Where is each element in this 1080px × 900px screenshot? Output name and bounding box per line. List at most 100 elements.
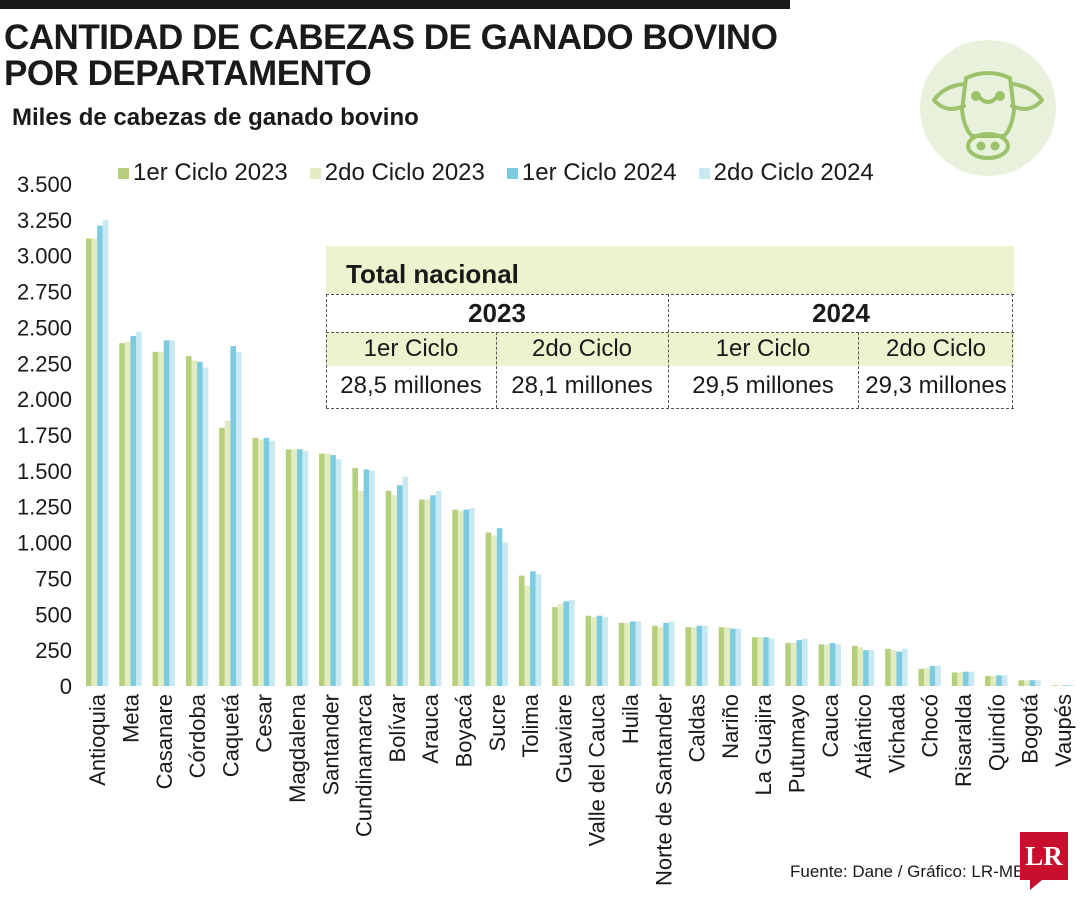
table-divider: [326, 332, 1014, 333]
bar: [269, 440, 275, 686]
bar: [624, 622, 630, 686]
bar: [924, 668, 930, 686]
x-tick-label: Atlántico: [851, 694, 876, 778]
total-value: 29,3 millones: [865, 372, 1007, 399]
x-tick-label: Caldas: [685, 694, 710, 762]
total-value: 28,5 millones: [340, 372, 482, 399]
x-tick-label: Valle del Cauca: [585, 693, 610, 846]
x-tick-label: Bogotá: [1018, 693, 1043, 763]
bar: [757, 637, 764, 686]
bar: [197, 361, 203, 686]
bar: [663, 622, 669, 686]
x-tick-label: Cundinamarca: [352, 693, 377, 837]
legend-swatch: [698, 167, 710, 179]
bar: [657, 627, 664, 686]
legend-item: 2do Ciclo 2024: [698, 158, 874, 188]
bar: [935, 665, 941, 686]
year-2024-header: 2024: [812, 298, 870, 328]
legend-swatch: [309, 167, 321, 179]
x-tick-label: Norte de Santander: [651, 694, 676, 886]
bar: [829, 642, 836, 686]
bar: [985, 675, 991, 686]
x-tick-label: Vaupés: [1051, 694, 1076, 767]
bar: [618, 622, 625, 686]
bar: [191, 360, 198, 686]
bar: [136, 331, 142, 686]
chart-title-line1: CANTIDAD DE CABEZAS DE GANADO BOVINO: [4, 18, 778, 57]
bar: [857, 647, 864, 686]
cow-head-icon-svg: [932, 71, 1044, 160]
bar: [630, 621, 636, 686]
bar: [951, 672, 958, 686]
bar: [463, 509, 470, 686]
bar: [890, 650, 897, 686]
y-tick-label: 1.750: [17, 423, 72, 448]
bar: [97, 225, 103, 686]
bar: [419, 499, 425, 686]
bar: [824, 644, 830, 686]
total-value: 29,5 millones: [692, 372, 834, 399]
bar: [790, 642, 797, 686]
bar: [518, 575, 525, 686]
x-tick-label: Boyacá: [452, 693, 477, 767]
bar: [391, 495, 397, 686]
chart-subtitle: Miles de cabezas de ganado bovino: [12, 104, 419, 131]
y-tick-label: 2.000: [17, 387, 72, 412]
y-tick-label: 750: [35, 566, 72, 591]
bar: [785, 642, 791, 686]
bar: [918, 668, 925, 686]
top-rule: [0, 0, 790, 9]
bar: [691, 627, 697, 686]
legend-item: 2do Ciclo 2023: [309, 158, 485, 188]
bar: [291, 449, 297, 686]
bar: [929, 665, 936, 686]
bar: [330, 455, 336, 686]
bar: [1051, 685, 1058, 686]
bar: [496, 528, 503, 686]
bar: [185, 356, 192, 686]
table-divider: [1012, 294, 1013, 408]
table-divider: [326, 408, 1014, 409]
bar: [86, 238, 92, 686]
bar: [696, 625, 703, 686]
bar: [1035, 680, 1041, 686]
y-tick-label: 3.500: [17, 172, 72, 197]
bar: [252, 437, 259, 686]
bar: [219, 427, 225, 686]
table-divider: [858, 332, 859, 408]
chart-legend: 1er Ciclo 2023 2do Ciclo 2023 1er Ciclo …: [118, 158, 874, 188]
legend-label: 2do Ciclo 2024: [713, 159, 874, 186]
bar: [668, 621, 675, 686]
bar: [968, 671, 975, 686]
bar: [452, 509, 458, 686]
bar: [724, 627, 730, 686]
bar: [702, 625, 708, 686]
x-tick-label: La Guajira: [751, 693, 776, 795]
x-tick-label: Santander: [318, 694, 343, 796]
bar: [763, 637, 769, 686]
bar: [896, 651, 902, 686]
bar: [585, 615, 592, 686]
source-note: Fuente: Dane / Gráfico: LR-MB: [790, 862, 1025, 881]
cycle-label: 1er Ciclo: [326, 332, 496, 366]
bar: [1062, 685, 1069, 686]
cycle-label: 2do Ciclo: [858, 332, 1014, 366]
bar: [402, 476, 409, 686]
table-divider: [326, 294, 327, 408]
y-tick-label: 3.000: [17, 244, 72, 269]
total-nacional-title: Total nacional: [326, 246, 1014, 294]
legend-label: 1er Ciclo 2024: [521, 159, 677, 186]
cycle-label: 2do Ciclo: [496, 332, 668, 366]
bar: [324, 453, 331, 686]
y-tick-label: 2.500: [17, 315, 72, 340]
x-tick-label: Antioquia: [85, 693, 110, 786]
bar: [990, 675, 997, 686]
x-tick-label: Nariño: [718, 694, 743, 759]
x-tick-label: Cesar: [252, 694, 277, 753]
bar: [485, 532, 492, 686]
y-tick-label: 2.750: [17, 280, 72, 305]
bar: [557, 604, 564, 686]
bar: [1024, 680, 1030, 686]
x-tick-label: Putumayo: [785, 694, 810, 793]
bar: [491, 535, 497, 686]
